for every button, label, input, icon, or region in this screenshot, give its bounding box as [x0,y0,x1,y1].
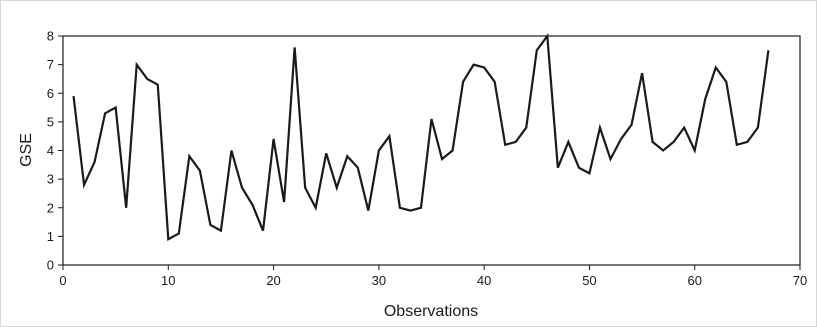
y-tick-label: 3 [47,172,54,187]
y-axis: 0 1 2 3 4 5 6 7 8 [47,29,63,273]
x-tick-label: 30 [372,273,386,288]
x-axis: 0 10 20 30 40 50 60 70 [59,265,807,288]
y-tick-label: 8 [47,29,54,44]
x-tick-label: 60 [687,273,701,288]
x-tick-label: 70 [793,273,807,288]
y-tick-label: 1 [47,229,54,244]
x-tick-label: 0 [59,273,66,288]
series-line [72,32,770,242]
x-tick-label: 50 [582,273,596,288]
x-axis-title: Observations [384,303,478,320]
plot-area [62,35,801,266]
x-tick-label: 10 [161,273,175,288]
y-tick-label: 7 [47,57,54,72]
y-tick-label: 5 [47,114,54,129]
x-tick-label: 40 [477,273,491,288]
y-tick-label: 4 [47,143,54,158]
y-tick-label: 2 [47,200,54,215]
y-tick-label: 6 [47,86,54,101]
x-tick-label: 20 [266,273,280,288]
y-axis-title: GSE [18,133,35,167]
y-tick-label: 0 [47,258,54,273]
